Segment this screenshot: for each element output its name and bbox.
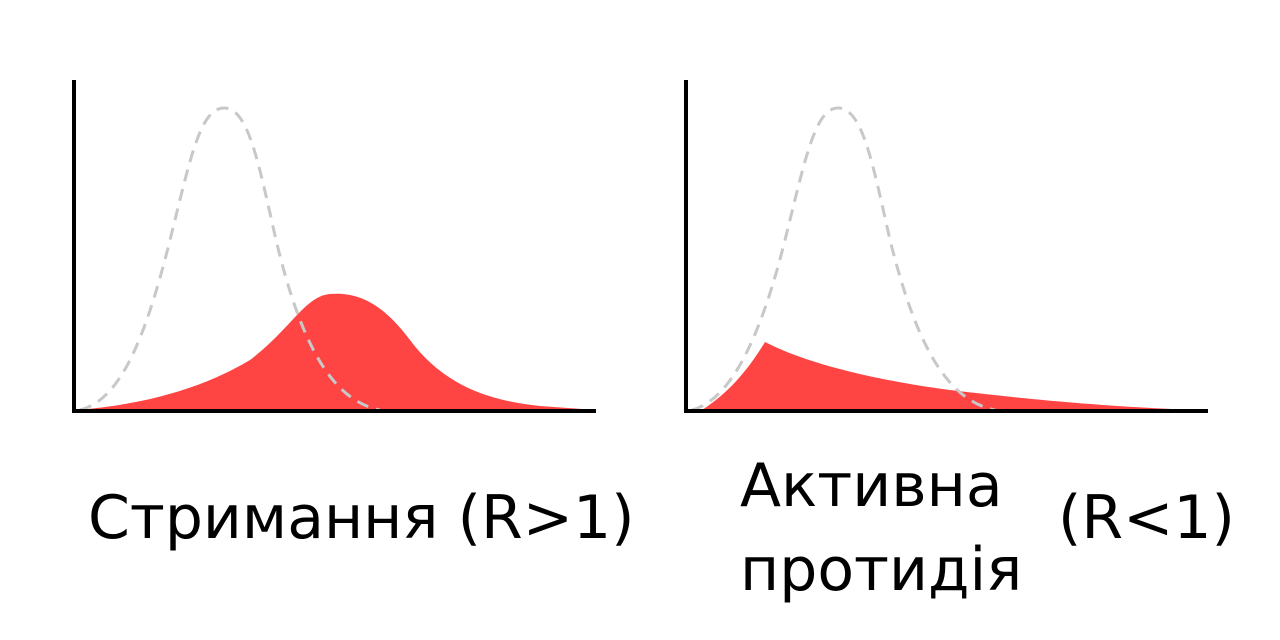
filled-distribution-curve [702, 342, 1195, 410]
caption-active-line1: Активна [740, 451, 1003, 521]
panel-right [684, 80, 1208, 413]
caption-active-ratio: (R<1) [1058, 483, 1235, 553]
panel-left [72, 80, 596, 413]
baseline-dashed-curve [691, 106, 996, 412]
caption-active-line2: протидія [740, 535, 1023, 605]
caption-suppression-ratio: (R>1) [457, 483, 635, 553]
caption-suppression-text: Стримання [88, 483, 439, 553]
filled-distribution-curve [76, 293, 596, 410]
caption-suppression: Стримання (R>1) [88, 488, 635, 548]
baseline-dashed-curve [79, 106, 381, 412]
